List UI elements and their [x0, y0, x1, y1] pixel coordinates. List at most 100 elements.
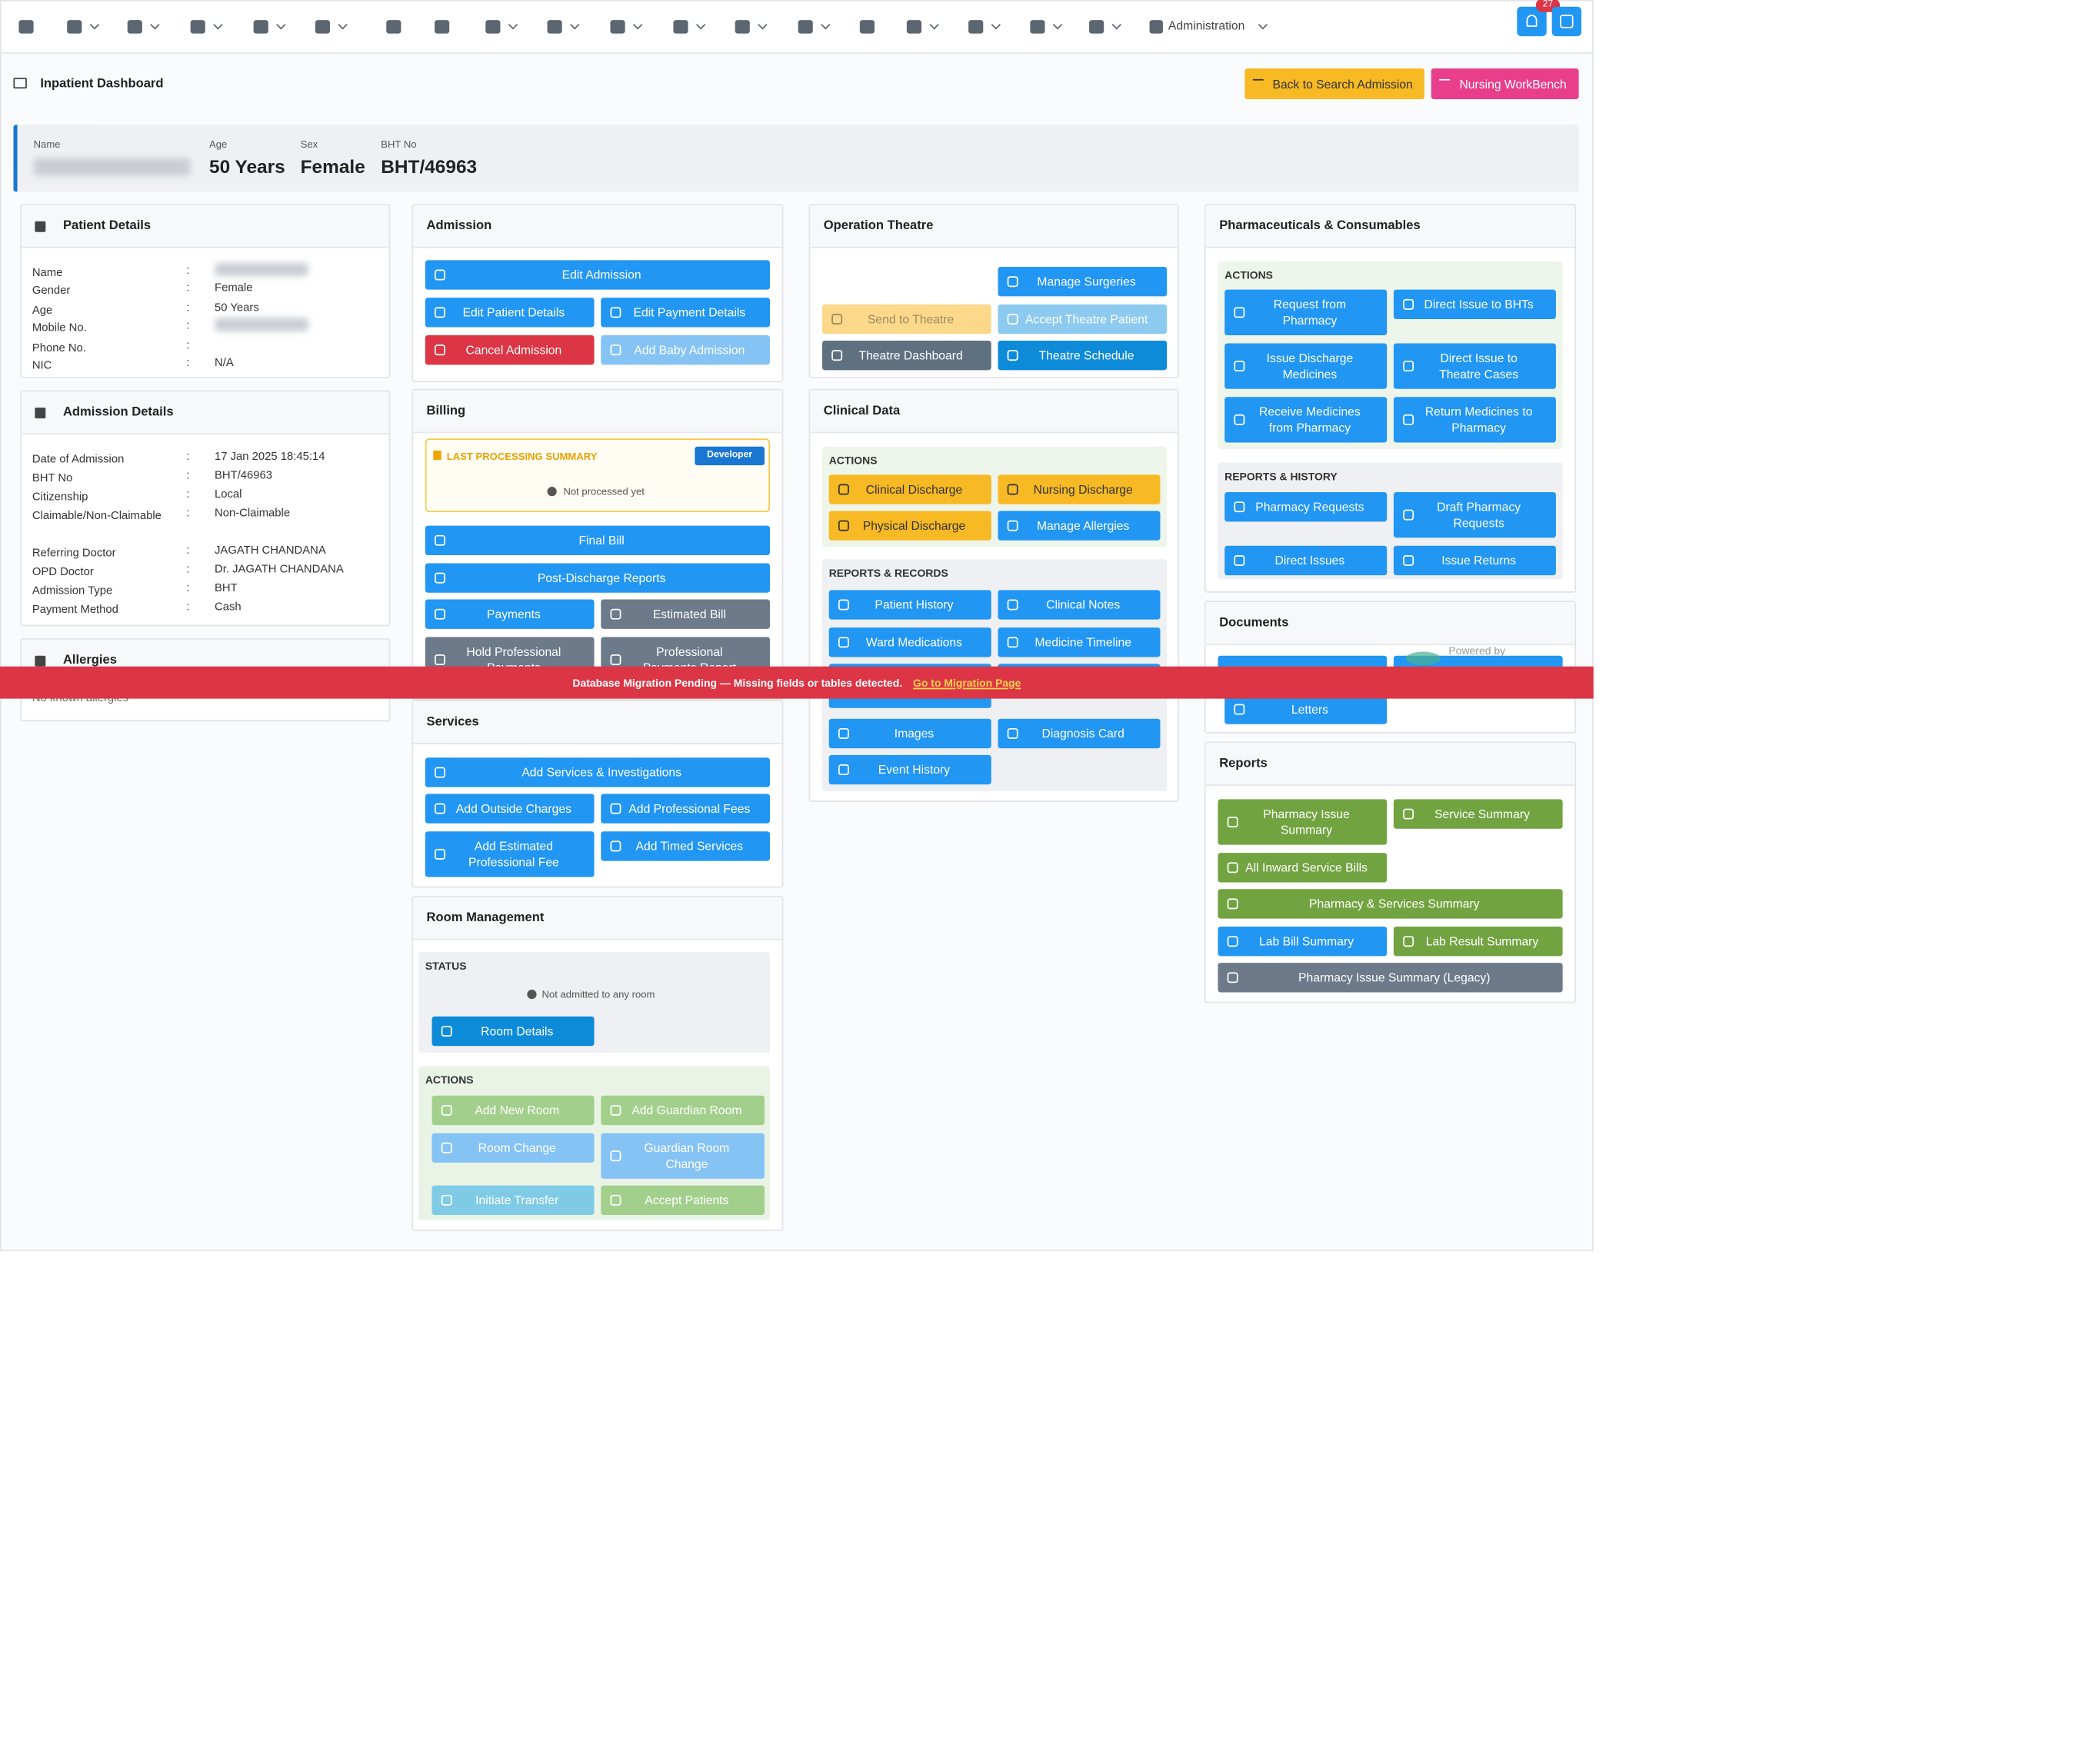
- action-button[interactable]: Letters: [1224, 694, 1388, 724]
- button-icon: [838, 520, 849, 531]
- action-button[interactable]: Initiate Transfer: [431, 1185, 595, 1215]
- nav-icon[interactable]: [386, 20, 401, 34]
- card-header: Patient Details: [21, 205, 389, 248]
- strip-label: Age: [209, 138, 228, 151]
- top-nav: Administration 27: [1, 0, 1593, 54]
- action-button[interactable]: Return Medicines to Pharmacy: [1393, 397, 1556, 443]
- action-button[interactable]: Pharmacy Requests: [1224, 492, 1388, 522]
- nav-icon[interactable]: [485, 20, 501, 34]
- action-button[interactable]: Nursing Discharge: [998, 474, 1161, 504]
- nav-icon[interactable]: [127, 20, 142, 34]
- action-button[interactable]: Issue Returns: [1393, 545, 1556, 576]
- nav-icon[interactable]: [1149, 20, 1163, 34]
- nav-icon[interactable]: [253, 20, 268, 34]
- action-button[interactable]: Patient History: [828, 590, 991, 620]
- nav-icon[interactable]: [673, 20, 688, 34]
- action-button[interactable]: Manage Surgeries: [998, 267, 1168, 297]
- action-button[interactable]: Send to Theatre: [822, 304, 991, 334]
- nav-icon[interactable]: [547, 20, 562, 34]
- logout-button[interactable]: [1551, 6, 1582, 37]
- nav-icon[interactable]: [1030, 20, 1045, 34]
- action-button[interactable]: Theatre Dashboard: [822, 340, 991, 371]
- action-button[interactable]: Event History: [828, 754, 991, 785]
- nav-icon[interactable]: [906, 20, 922, 34]
- field-label: Payment Method: [32, 602, 118, 616]
- action-button[interactable]: Ward Medications: [828, 627, 991, 657]
- action-button[interactable]: Cancel Admission: [425, 334, 595, 365]
- nav-chevron: [1052, 20, 1063, 30]
- action-button[interactable]: Medicine Timeline: [998, 627, 1161, 657]
- action-button[interactable]: Request from Pharmacy: [1224, 289, 1388, 335]
- banner-text: Database Migration Pending — Missing fie…: [572, 676, 903, 689]
- action-button[interactable]: Physical Discharge: [828, 511, 991, 541]
- action-button[interactable]: Diagnosis Card: [998, 718, 1161, 749]
- action-button[interactable]: Add Baby Admission: [601, 334, 770, 365]
- action-button[interactable]: Service Summary: [1393, 799, 1563, 829]
- action-button[interactable]: Receive Medicines from Pharmacy: [1224, 397, 1388, 443]
- action-button[interactable]: Direct Issues: [1224, 545, 1388, 576]
- action-button[interactable]: Final Bill: [425, 525, 770, 555]
- action-button[interactable]: Clinical Discharge: [828, 474, 991, 504]
- action-button[interactable]: Accept Patients: [601, 1185, 765, 1215]
- action-button[interactable]: Manage Allergies: [998, 511, 1161, 541]
- action-button[interactable]: Edit Payment Details: [601, 298, 770, 328]
- nav-icon[interactable]: [190, 20, 205, 34]
- action-button[interactable]: Add Guardian Room: [601, 1095, 765, 1126]
- nav-icon[interactable]: [315, 20, 330, 34]
- nav-icon[interactable]: [735, 20, 750, 34]
- banner-link[interactable]: Go to Migration Page: [913, 676, 1021, 689]
- action-button[interactable]: Estimated Bill: [601, 599, 770, 629]
- action-button[interactable]: Pharmacy & Services Summary: [1218, 889, 1563, 919]
- action-button[interactable]: Lab Bill Summary: [1218, 927, 1388, 957]
- action-button[interactable]: Lab Result Summary: [1393, 927, 1563, 957]
- action-button[interactable]: Room Details: [431, 1016, 595, 1047]
- section-title: ACTIONS: [425, 1073, 474, 1087]
- nav-icon[interactable]: [1089, 20, 1104, 34]
- action-button[interactable]: Edit Admission: [425, 260, 770, 290]
- card-header: Services: [413, 701, 782, 744]
- button-icon: [441, 1194, 452, 1206]
- nav-admin[interactable]: Administration: [1168, 18, 1245, 32]
- header-button[interactable]: Back to Search Admission: [1244, 68, 1425, 100]
- action-button[interactable]: Add Professional Fees: [601, 794, 770, 824]
- nav-icon[interactable]: [968, 20, 984, 34]
- action-button[interactable]: Direct Issue to Theatre Cases: [1393, 343, 1556, 389]
- card-header: Clinical Data: [810, 390, 1178, 434]
- nav-icon[interactable]: [18, 20, 34, 34]
- action-button[interactable]: Guardian Room Change: [601, 1133, 765, 1179]
- action-button[interactable]: Add Timed Services: [601, 831, 770, 861]
- action-button[interactable]: Pharmacy Issue Summary (Legacy): [1218, 963, 1563, 993]
- nav-icon[interactable]: [435, 20, 450, 34]
- button-icon: [1007, 520, 1018, 531]
- blurred-value: [33, 158, 191, 176]
- action-button[interactable]: Edit Patient Details: [425, 298, 595, 328]
- section-title: ACTIONS: [1224, 269, 1273, 282]
- field-colon: :: [186, 543, 190, 557]
- nav-icon[interactable]: [798, 20, 813, 34]
- nav-icon[interactable]: [67, 20, 82, 34]
- action-button[interactable]: Draft Pharmacy Requests: [1393, 492, 1556, 538]
- action-button[interactable]: Add New Room: [431, 1095, 595, 1126]
- action-button[interactable]: Pharmacy Issue Summary: [1218, 799, 1388, 845]
- button-icon: [1007, 484, 1018, 495]
- action-button[interactable]: Issue Discharge Medicines: [1224, 343, 1388, 389]
- action-button[interactable]: Add Services & Investigations: [425, 757, 770, 787]
- action-button[interactable]: Add Outside Charges: [425, 794, 595, 824]
- action-button[interactable]: Direct Issue to BHTs: [1393, 289, 1556, 320]
- nav-icon[interactable]: [859, 20, 875, 34]
- nav-icon[interactable]: [610, 20, 625, 34]
- action-button[interactable]: All Inward Service Bills: [1218, 853, 1388, 883]
- action-button[interactable]: Images: [828, 718, 991, 749]
- button-icon: [1234, 554, 1245, 566]
- action-button[interactable]: Accept Theatre Patient: [998, 304, 1168, 334]
- action-button[interactable]: Post-Discharge Reports: [425, 563, 770, 593]
- field-label: Claimable/Non-Claimable: [32, 508, 162, 522]
- action-button[interactable]: Room Change: [431, 1133, 595, 1163]
- header-button[interactable]: Nursing WorkBench: [1431, 68, 1579, 100]
- action-button[interactable]: Theatre Schedule: [998, 340, 1168, 371]
- field-colon: :: [186, 599, 190, 613]
- field-colon: :: [186, 355, 190, 369]
- action-button[interactable]: Clinical Notes: [998, 590, 1161, 620]
- action-button[interactable]: Add Estimated Professional Fee: [425, 831, 595, 877]
- action-button[interactable]: Payments: [425, 599, 595, 629]
